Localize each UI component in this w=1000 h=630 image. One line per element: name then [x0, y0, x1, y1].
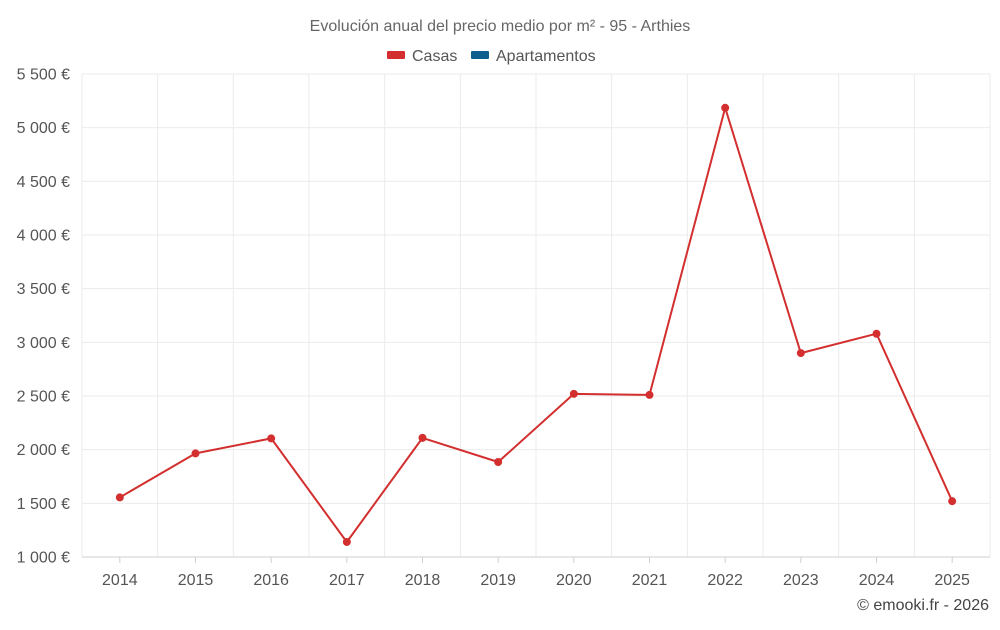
x-axis: 2014 2015 2016 2017 2018 2019 2020 2021 2022 2023…: [82, 556, 990, 589]
legend-item-apartamentos[interactable]: Apartamentos: [471, 48, 596, 65]
y-tick-label: 2 000 €: [17, 442, 70, 459]
y-tick-label: 3 000 €: [17, 335, 70, 352]
legend-label-casas: Casas: [412, 48, 457, 65]
data-point[interactable]: [872, 329, 881, 338]
y-tick-label: 5 000 €: [17, 120, 70, 137]
data-point[interactable]: [494, 458, 503, 467]
x-gridlines: [81, 74, 991, 557]
data-point[interactable]: [115, 493, 124, 502]
data-point[interactable]: [342, 537, 351, 546]
legend-label-apartamentos: Apartamentos: [496, 48, 596, 65]
legend: Casas Apartamentos: [387, 48, 596, 65]
x-tick-label: 2017: [329, 572, 365, 589]
legend-swatch-apartamentos: [471, 51, 489, 59]
x-tick-label: 2022: [707, 572, 743, 589]
x-tick-label: 2021: [632, 572, 668, 589]
data-point[interactable]: [267, 434, 276, 443]
legend-swatch-casas: [387, 51, 405, 59]
x-tick-label: 2024: [859, 572, 895, 589]
data-point[interactable]: [721, 103, 730, 112]
series-line-casas: [119, 106, 954, 543]
footer-credit: © emooki.fr - 2026: [857, 597, 989, 614]
x-tick-label: 2015: [178, 572, 214, 589]
x-tick-label: 2020: [556, 572, 592, 589]
legend-item-casas[interactable]: Casas: [387, 48, 457, 65]
data-point[interactable]: [645, 390, 654, 399]
x-tick-label: 2014: [102, 572, 138, 589]
y-tick-label: 2 500 €: [17, 389, 70, 406]
data-point[interactable]: [569, 389, 578, 398]
data-point[interactable]: [191, 449, 200, 458]
y-tick-label: 4 500 €: [17, 174, 70, 191]
x-tick-label: 2023: [783, 572, 819, 589]
chart-title: Evolución anual del precio medio por m² …: [310, 18, 691, 35]
data-point[interactable]: [948, 497, 957, 506]
series-layer: [115, 103, 957, 546]
x-tick-label: 2019: [480, 572, 516, 589]
y-tick-label: 4 000 €: [17, 228, 70, 245]
data-point[interactable]: [796, 349, 805, 358]
y-tick-label: 3 500 €: [17, 281, 70, 298]
data-point[interactable]: [418, 433, 427, 442]
y-tick-label: 1 500 €: [17, 496, 70, 513]
y-tick-label: 1 000 €: [17, 550, 70, 567]
x-tick-label: 2018: [405, 572, 441, 589]
y-tick-label: 5 500 €: [17, 67, 70, 84]
x-tick-label: 2025: [934, 572, 970, 589]
y-axis: 1 000 € 1 500 € 2 000 € 2 500 € 3 000 € 3 500…: [17, 67, 70, 567]
x-tick-label: 2016: [253, 572, 289, 589]
